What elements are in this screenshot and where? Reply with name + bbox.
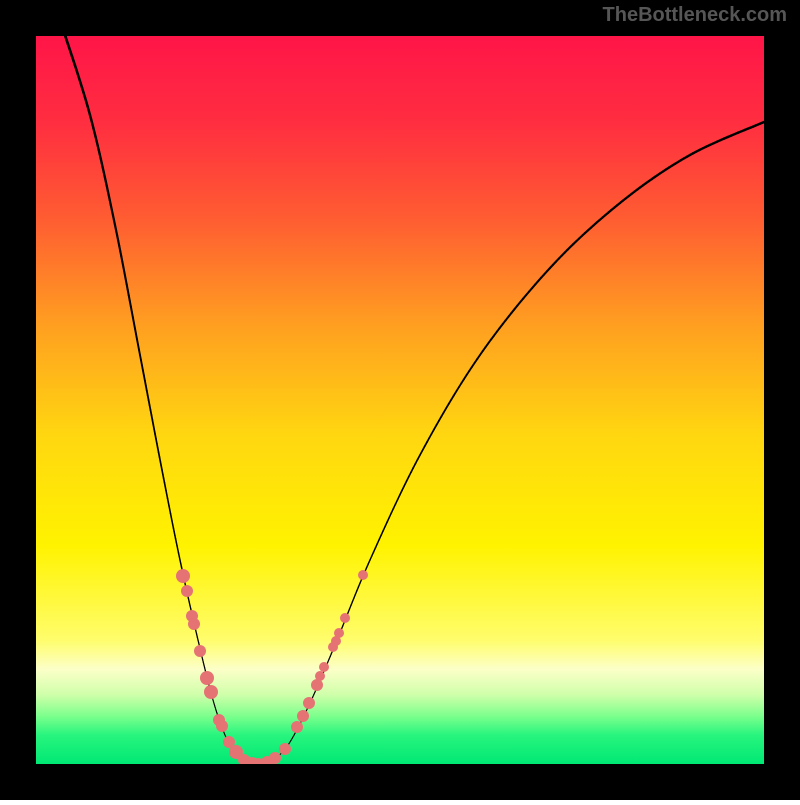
data-marker [358,570,368,580]
data-marker [204,685,218,699]
data-marker [315,671,325,681]
data-marker [319,662,329,672]
data-marker [181,585,193,597]
data-marker [188,618,200,630]
watermark-label: TheBottleneck.com [603,4,787,27]
data-marker [200,671,214,685]
data-marker [176,569,190,583]
data-marker [334,628,344,638]
data-marker [279,743,291,755]
data-marker [291,721,303,733]
data-marker [303,697,315,709]
data-marker [216,720,228,732]
gradient-background [36,36,764,764]
data-marker [297,710,309,722]
data-marker [194,645,206,657]
chart-svg [0,0,800,800]
data-marker [340,613,350,623]
data-marker [269,752,281,764]
bottleneck-chart: TheBottleneck.com [0,0,800,800]
